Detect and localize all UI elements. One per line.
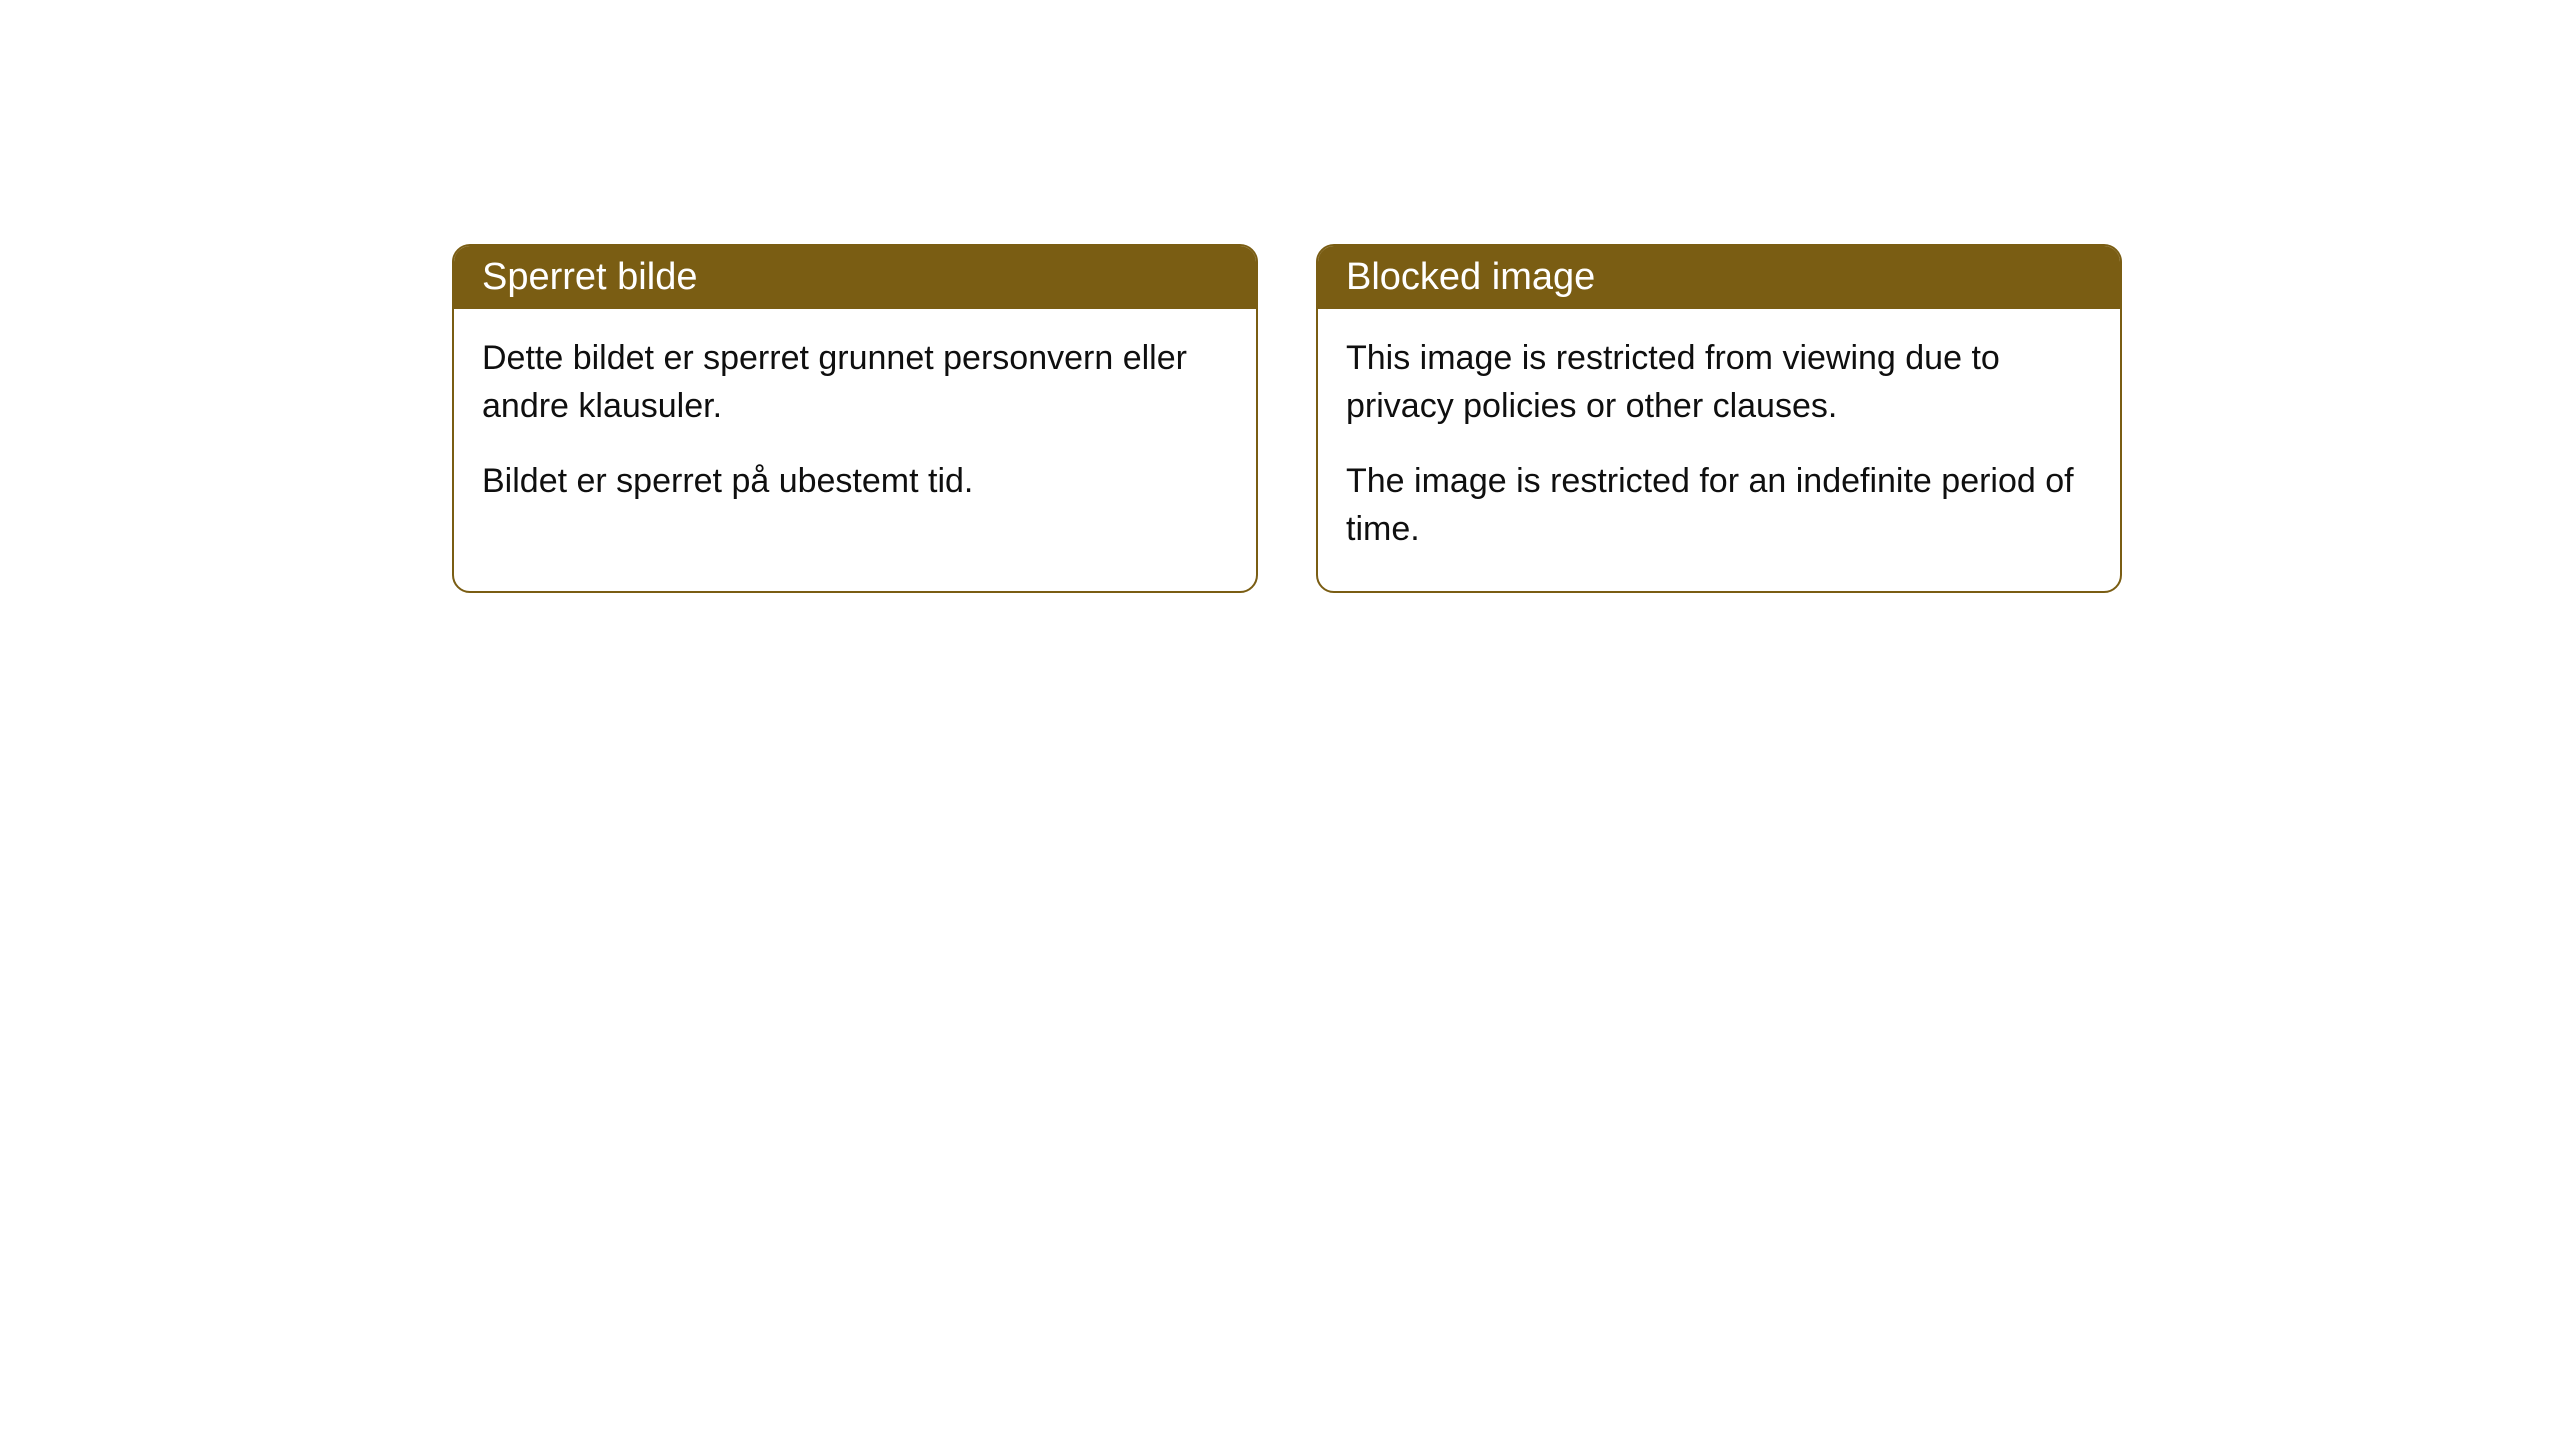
- card-paragraph: This image is restricted from viewing du…: [1346, 335, 2092, 430]
- card-paragraph: Bildet er sperret på ubestemt tid.: [482, 458, 1228, 506]
- notice-card-norwegian: Sperret bilde Dette bildet er sperret gr…: [452, 244, 1258, 593]
- notice-cards-container: Sperret bilde Dette bildet er sperret gr…: [452, 244, 2560, 593]
- card-header-norwegian: Sperret bilde: [454, 246, 1256, 309]
- card-paragraph: The image is restricted for an indefinit…: [1346, 458, 2092, 553]
- card-header-english: Blocked image: [1318, 246, 2120, 309]
- card-body-english: This image is restricted from viewing du…: [1318, 309, 2120, 591]
- card-body-norwegian: Dette bildet er sperret grunnet personve…: [454, 309, 1256, 544]
- notice-card-english: Blocked image This image is restricted f…: [1316, 244, 2122, 593]
- card-paragraph: Dette bildet er sperret grunnet personve…: [482, 335, 1228, 430]
